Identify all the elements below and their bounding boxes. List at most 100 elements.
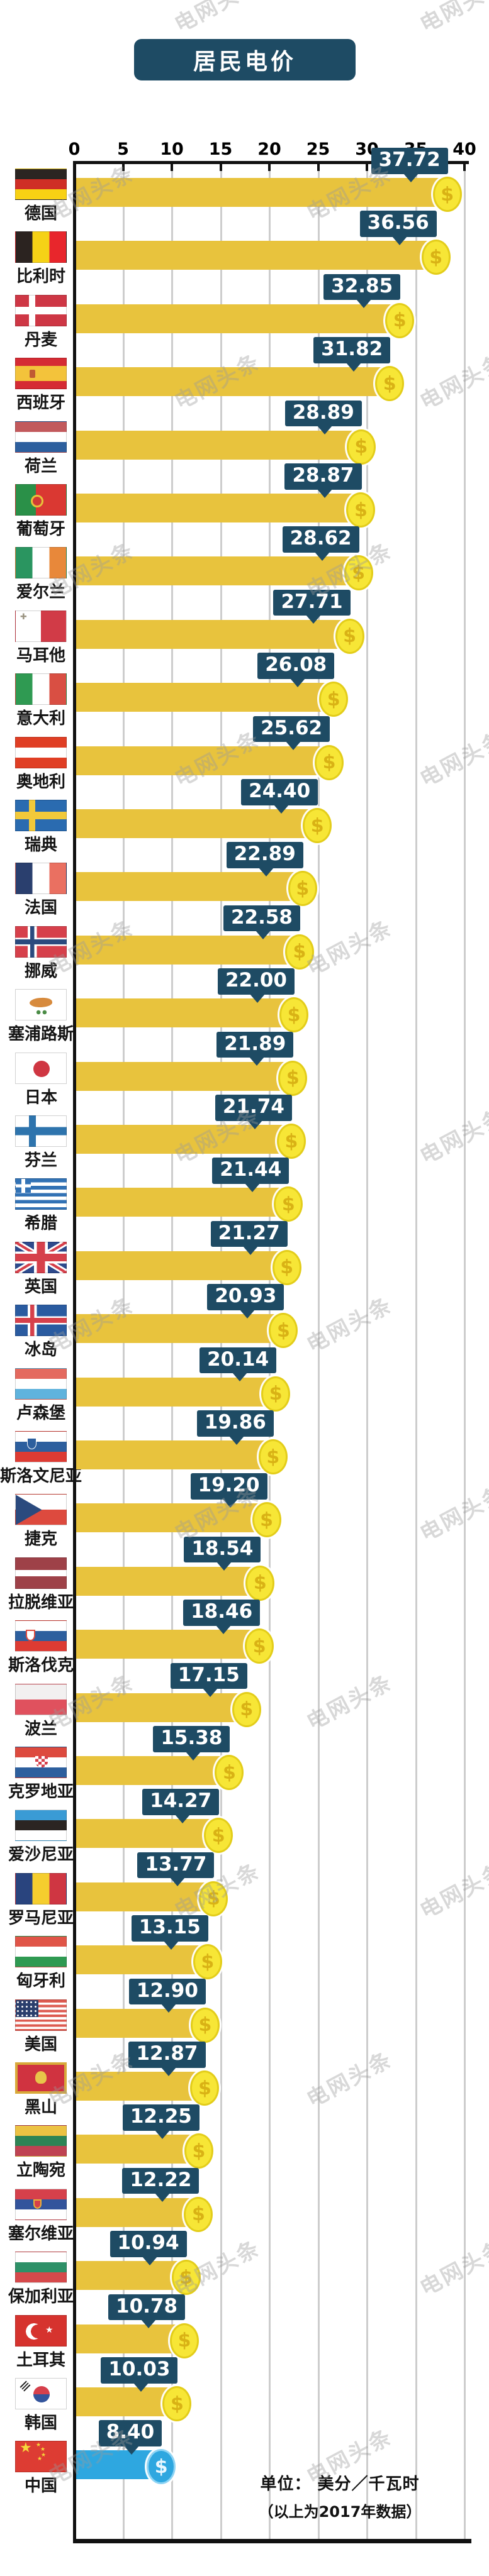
country-label: 斯洛伐克 [8,1656,74,1676]
price-bar [76,2324,182,2353]
price-bar [76,2008,202,2038]
country-flag-bg [15,2252,67,2284]
value-badge: 15.38 [153,1726,230,1752]
price-bar [76,1945,205,1975]
axis-tick [317,164,320,171]
value-badge: 18.54 [184,1536,261,1563]
dollar-coin-icon: $ [252,1502,281,1538]
country-flag-cn [15,2440,67,2473]
watermark: 电网头条 [415,1481,489,1547]
value-badge: 21.74 [215,1095,292,1121]
dollar-coin-icon: $ [190,2007,220,2043]
x-axis-line [73,161,469,164]
country-flag-es [15,358,67,390]
value-badge: 14.27 [142,1789,220,1816]
dollar-coin-icon: $ [385,302,415,338]
country-label: 保加利亚 [8,2287,74,2307]
dollar-coin-icon: $ [199,1881,228,1916]
country-flag-kr [15,2378,67,2409]
country-label: 日本 [24,1088,57,1107]
country-label: 马耳他 [16,646,65,665]
country-label: 冰岛 [24,1341,57,1360]
watermark: 电网头条 [302,1669,397,1735]
price-bar [76,2072,202,2101]
country-flag-de [15,169,67,200]
value-badge: 27.71 [273,589,351,616]
dollar-coin-icon: $ [319,682,349,717]
price-bar [76,1188,286,1217]
price-bar [76,1125,288,1154]
dollar-coin-icon: $ [375,366,405,402]
price-bar [76,935,296,965]
axis-tick [366,164,368,171]
country-flag-at [15,736,67,768]
country-label: 拉脱维亚 [8,1593,74,1612]
dollar-coin-icon: $ [274,1186,303,1222]
country-flag-fi [15,1115,67,1147]
value-badge: 21.27 [210,1220,288,1247]
price-bar [76,1630,257,1659]
gridline [366,164,368,2539]
value-badge: 28.87 [284,463,362,490]
value-badge: 22.89 [226,842,303,869]
price-bar [76,1061,290,1091]
country-flag-rs [15,2188,67,2220]
watermark: 电网头条 [415,0,489,38]
country-flag-is [15,1305,67,1337]
axis-tick [121,164,125,171]
country-label: 波兰 [24,1719,57,1739]
country-flag-cz [15,1494,67,1526]
value-badge: 13.77 [137,1852,215,1879]
value-badge: 19.86 [196,1410,274,1437]
price-bar [76,2450,159,2480]
price-bar [76,683,331,712]
watermark: 电网头条 [415,726,489,792]
country-label: 爱尔兰 [16,583,65,602]
country-label: 瑞典 [24,836,57,854]
value-badge: 32.85 [323,274,401,301]
value-badge: 10.78 [108,2294,186,2321]
dollar-coin-icon: $ [184,2133,213,2169]
country-label: 黑山 [24,2098,57,2117]
watermark: 电网头条 [415,2235,489,2301]
country-flag-hu [15,1936,67,1968]
country-label: 塞浦路斯 [8,1025,74,1044]
country-label: 匈牙利 [16,1972,65,1991]
price-bar [76,1693,244,1722]
value-badge: 28.62 [282,526,359,553]
country-flag-gr [15,1178,67,1210]
axis-tick [73,164,76,171]
gridline [122,164,125,2539]
price-bar [76,556,356,586]
dollar-coin-icon: $ [184,2196,213,2232]
country-flag-gb [15,1241,67,1273]
value-badge: 24.40 [241,779,318,805]
dollar-coin-icon: $ [288,871,317,907]
gridline [415,164,417,2539]
country-flag-no [15,926,67,958]
country-label: 美国 [24,2035,57,2054]
bottom-axis-line [73,2539,471,2543]
watermark: 电网头条 [415,349,489,415]
price-bar [76,619,347,649]
country-flag-us [15,1999,67,2031]
country-label: 克罗地亚 [8,1783,74,1801]
country-flag-lt [15,2125,67,2157]
gridline [171,164,173,2539]
dollar-coin-icon: $ [232,1691,261,1727]
dollar-coin-icon: $ [432,177,462,212]
value-badge: 25.62 [253,716,330,743]
price-bar [76,2135,196,2164]
country-label: 卢森堡 [16,1403,65,1423]
value-badge: 12.87 [128,2042,206,2068]
price-bar [76,1251,284,1280]
watermark: 电网头条 [415,1858,489,1924]
gridline [317,164,320,2539]
axis-tick [463,164,466,171]
price-bar [76,1440,270,1469]
dollar-coin-icon: $ [147,2449,176,2485]
price-bar [76,494,358,522]
value-badge: 18.46 [183,1600,261,1626]
axis-tick-label: 40 [452,140,476,159]
